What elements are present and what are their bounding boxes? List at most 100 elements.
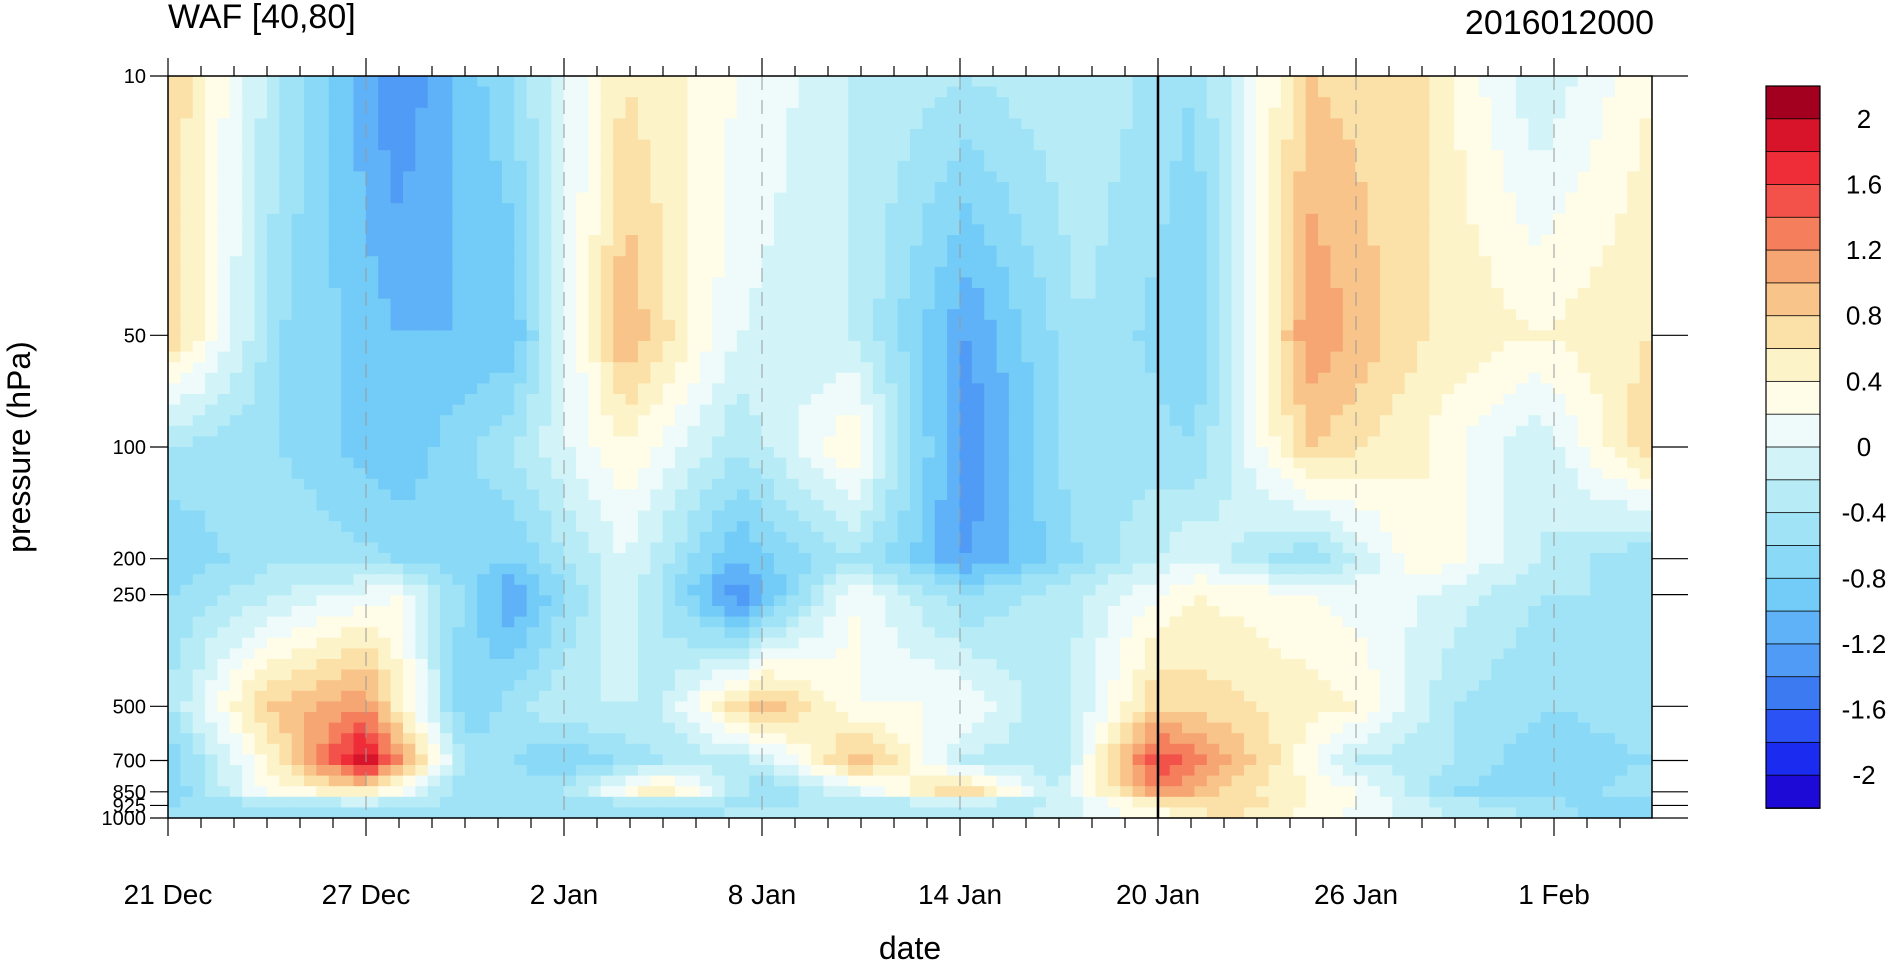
- field-cell: [378, 118, 391, 129]
- field-cell: [440, 468, 453, 479]
- field-cell: [1627, 383, 1640, 394]
- field-cell: [1207, 309, 1220, 320]
- field-cell: [1343, 267, 1356, 278]
- field-cell: [527, 468, 540, 479]
- field-cell: [1368, 97, 1381, 108]
- field-cell: [836, 118, 849, 129]
- field-cell: [1516, 235, 1529, 246]
- field-cell: [230, 436, 243, 447]
- field-cell: [1528, 140, 1541, 151]
- field-cell: [1083, 87, 1096, 98]
- field-cell: [848, 129, 861, 140]
- field-cell: [774, 500, 787, 511]
- field-cell: [1207, 108, 1220, 119]
- field-cell: [1256, 267, 1269, 278]
- field-cell: [1405, 299, 1418, 310]
- field-cell: [1244, 118, 1257, 129]
- field-cell: [168, 394, 181, 405]
- field-cell: [1553, 362, 1566, 373]
- field-cell: [440, 288, 453, 299]
- field-cell: [712, 87, 725, 98]
- field-cell: [675, 341, 688, 352]
- field-cell: [267, 415, 280, 426]
- field-cell: [267, 267, 280, 278]
- field-cell: [1491, 405, 1504, 416]
- field-cell: [168, 214, 181, 225]
- field-cell: [205, 256, 218, 267]
- field-cell: [774, 362, 787, 373]
- field-cell: [230, 500, 243, 511]
- field-cell: [1454, 97, 1467, 108]
- field-cell: [1355, 383, 1368, 394]
- field-cell: [1157, 277, 1170, 288]
- field-cell: [1504, 447, 1517, 458]
- field-cell: [1417, 383, 1430, 394]
- field-cell: [1392, 224, 1405, 235]
- field-cell: [1330, 235, 1343, 246]
- field-cell: [1368, 394, 1381, 405]
- field-cell: [1392, 352, 1405, 363]
- field-cell: [786, 150, 799, 161]
- field-cell: [1108, 161, 1121, 172]
- field-cell: [255, 299, 268, 310]
- field-cell: [1405, 373, 1418, 384]
- field-cell: [959, 362, 972, 373]
- field-cell: [1442, 436, 1455, 447]
- field-cell: [1504, 330, 1517, 341]
- field-cell: [1615, 224, 1628, 235]
- field-cell: [712, 140, 725, 151]
- field-cell: [1640, 447, 1653, 458]
- field-cell: [799, 436, 812, 447]
- field-cell: [1355, 118, 1368, 129]
- field-cell: [1553, 161, 1566, 172]
- field-cell: [1392, 479, 1405, 490]
- field-cell: [1071, 415, 1084, 426]
- field-cell: [366, 277, 379, 288]
- field-cell: [267, 330, 280, 341]
- field-cell: [539, 214, 552, 225]
- field-cell: [1442, 129, 1455, 140]
- field-cell: [1467, 352, 1480, 363]
- field-cell: [304, 362, 317, 373]
- field-cell: [737, 288, 750, 299]
- field-cell: [403, 150, 416, 161]
- field-cell: [1120, 203, 1133, 214]
- field-cell: [217, 479, 230, 490]
- field-cell: [1615, 405, 1628, 416]
- field-cell: [1108, 203, 1121, 214]
- field-cell: [811, 235, 824, 246]
- field-cell: [514, 171, 527, 182]
- field-cell: [1417, 108, 1430, 119]
- field-cell: [799, 511, 812, 522]
- field-cell: [1528, 97, 1541, 108]
- field-cell: [514, 383, 527, 394]
- field-cell: [861, 383, 874, 394]
- field-cell: [1615, 458, 1628, 469]
- field-cell: [1368, 500, 1381, 511]
- field-cell: [626, 118, 639, 129]
- field-cell: [415, 489, 428, 500]
- field-cell: [1256, 97, 1269, 108]
- field-cell: [490, 256, 503, 267]
- field-cell: [193, 426, 206, 437]
- field-cell: [687, 511, 700, 522]
- field-cell: [1491, 150, 1504, 161]
- field-cell: [1157, 394, 1170, 405]
- field-cell: [687, 161, 700, 172]
- field-cell: [539, 171, 552, 182]
- field-cell: [391, 224, 404, 235]
- field-cell: [255, 362, 268, 373]
- field-cell: [255, 426, 268, 437]
- field-cell: [737, 224, 750, 235]
- field-cell: [898, 256, 911, 267]
- field-cell: [1541, 87, 1554, 98]
- field-cell: [1380, 426, 1393, 437]
- field-cell: [675, 500, 688, 511]
- field-cell: [663, 330, 676, 341]
- field-cell: [1034, 458, 1047, 469]
- field-cell: [452, 161, 465, 172]
- field-cell: [1417, 150, 1430, 161]
- field-cell: [490, 140, 503, 151]
- field-cell: [1368, 383, 1381, 394]
- field-cell: [1058, 309, 1071, 320]
